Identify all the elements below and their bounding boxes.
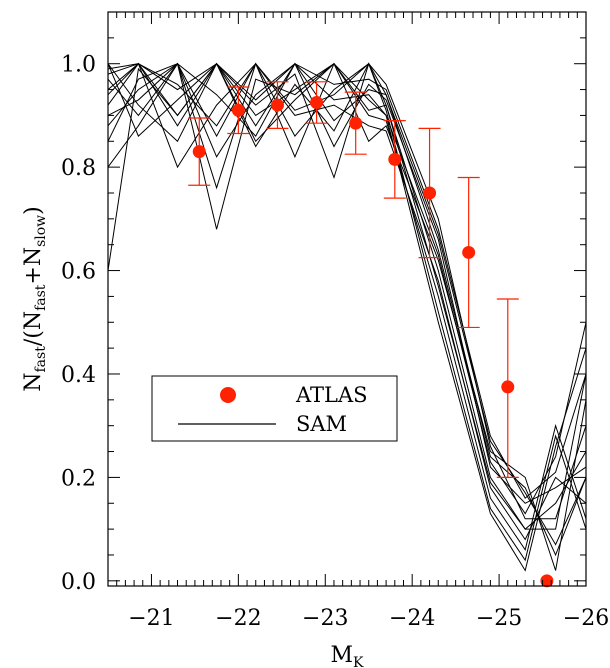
sam-line-5 xyxy=(107,62,587,520)
legend: ATLAS SAM xyxy=(151,375,398,442)
x-tick-label: −26 xyxy=(563,606,609,631)
atlas-point-group xyxy=(188,81,554,588)
x-tick-label: −24 xyxy=(389,606,435,631)
sam-line-9 xyxy=(107,62,587,562)
x-tick-label: −22 xyxy=(215,606,261,631)
y-tick-label: 0.4 xyxy=(61,363,96,388)
legend-box xyxy=(151,375,398,442)
atlas-point-5 xyxy=(388,152,402,166)
legend-atlas-label: ATLAS xyxy=(295,383,368,407)
atlas-point-3 xyxy=(310,95,324,109)
x-tick-label: −23 xyxy=(302,606,348,631)
x-tick-label: −21 xyxy=(128,606,174,631)
sam-line-8 xyxy=(107,62,587,571)
atlas-point-0 xyxy=(192,145,206,159)
sam-line-1 xyxy=(107,62,587,530)
sam-line-2 xyxy=(107,62,587,552)
y-tick-label: 1.0 xyxy=(61,53,96,78)
axis-tick-labels: −21 −22 −23 −24 −25 −26 0.0 0.2 0.4 0.6 0.8 1.0 xyxy=(61,53,609,631)
atlas-point-8 xyxy=(501,380,515,394)
y-tick-label: 0.2 xyxy=(61,466,96,491)
sam-line-12 xyxy=(107,62,587,546)
sam-line-group xyxy=(107,62,587,572)
axis-ticks xyxy=(107,11,587,586)
atlas-point-4 xyxy=(349,116,363,130)
legend-atlas-marker xyxy=(220,387,236,403)
sam-line-11 xyxy=(107,62,587,515)
atlas-point-1 xyxy=(231,103,245,117)
atlas-point-7 xyxy=(462,245,476,259)
y-tick-label: 0.0 xyxy=(61,570,96,595)
x-axis-label: MK xyxy=(331,643,365,668)
y-axis-label: Nfast/(Nfast+Nslow) xyxy=(21,206,49,392)
sam-line-3 xyxy=(107,62,587,557)
y-tick-label: 0.8 xyxy=(61,156,96,181)
x-tick-label: −25 xyxy=(476,606,522,631)
sam-line-4 xyxy=(107,62,587,572)
atlas-point-6 xyxy=(423,186,437,200)
legend-sam-label: SAM xyxy=(296,412,347,436)
atlas-point-2 xyxy=(270,98,284,112)
sam-line-10 xyxy=(107,62,587,530)
atlas-point-9 xyxy=(540,574,554,588)
plot-frame xyxy=(107,11,587,587)
y-tick-label: 0.6 xyxy=(61,260,96,285)
